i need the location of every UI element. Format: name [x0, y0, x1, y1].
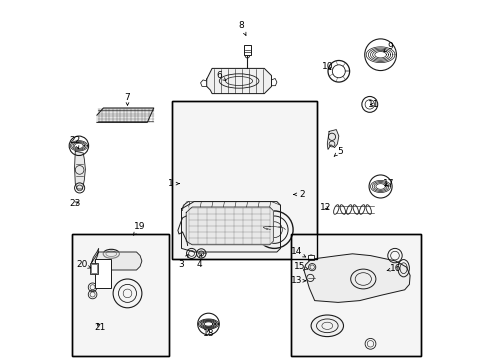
Bar: [91, 264, 97, 273]
Text: 16: 16: [386, 264, 401, 273]
Text: 22: 22: [69, 136, 81, 149]
Text: 5: 5: [333, 147, 342, 156]
Text: 7: 7: [124, 93, 130, 105]
Text: 11: 11: [367, 100, 379, 109]
Text: 12: 12: [319, 202, 330, 211]
Polygon shape: [326, 130, 338, 149]
Text: 15: 15: [293, 262, 307, 271]
Bar: [291, 234, 420, 356]
Polygon shape: [303, 254, 409, 302]
Text: 3: 3: [178, 255, 188, 269]
Polygon shape: [206, 68, 271, 94]
Text: 19: 19: [133, 222, 145, 235]
Text: 1: 1: [167, 179, 179, 188]
Ellipse shape: [310, 315, 343, 337]
Text: 4: 4: [196, 255, 202, 269]
Bar: [244, 45, 250, 55]
Polygon shape: [91, 248, 142, 270]
Bar: [172, 101, 316, 259]
Text: 23: 23: [69, 199, 81, 208]
Text: 14: 14: [290, 248, 305, 257]
Bar: [307, 255, 314, 260]
Polygon shape: [181, 202, 280, 252]
Text: 20: 20: [76, 260, 91, 269]
Bar: [95, 259, 111, 288]
Bar: [72, 234, 168, 356]
Text: 8: 8: [238, 21, 245, 35]
Bar: [291, 234, 420, 356]
Text: 18: 18: [203, 328, 214, 338]
Text: 17: 17: [382, 179, 393, 188]
Text: 13: 13: [290, 276, 305, 285]
Polygon shape: [186, 207, 273, 245]
Polygon shape: [97, 108, 153, 122]
Text: 9: 9: [383, 42, 392, 52]
Polygon shape: [75, 151, 85, 189]
Bar: [90, 263, 98, 274]
Bar: [72, 234, 168, 356]
Text: 10: 10: [321, 62, 332, 71]
Text: 6: 6: [216, 71, 225, 81]
Bar: [172, 101, 316, 259]
Text: 2: 2: [293, 190, 305, 199]
Text: 21: 21: [95, 323, 106, 332]
